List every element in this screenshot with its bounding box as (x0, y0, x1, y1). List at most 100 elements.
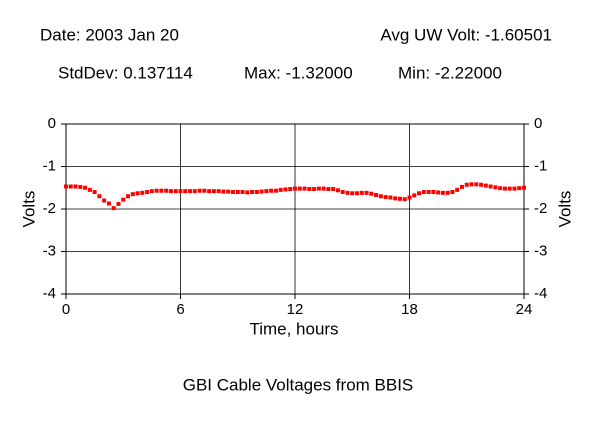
point (335, 188, 340, 193)
point (278, 187, 283, 192)
x-tick-label: 18 (401, 301, 418, 318)
point (288, 187, 293, 192)
point (421, 190, 426, 194)
point (87, 187, 92, 192)
point (259, 189, 264, 194)
point (388, 195, 393, 200)
point (83, 185, 88, 190)
point (68, 184, 73, 189)
point (493, 185, 498, 190)
point (92, 190, 97, 194)
point (183, 189, 188, 194)
y-tick-label: -4 (43, 285, 56, 302)
header-date: Date: 2003 Jan 20 (40, 25, 179, 44)
point (254, 190, 259, 194)
point (378, 194, 383, 199)
point (202, 188, 207, 193)
point (97, 194, 102, 199)
point (293, 186, 297, 191)
point (283, 187, 288, 192)
point (64, 184, 68, 189)
x-tick-label: 24 (516, 301, 533, 318)
point (221, 189, 226, 194)
x-tick-label: 0 (62, 301, 70, 318)
point (302, 186, 307, 191)
point (459, 184, 464, 189)
point (374, 192, 379, 197)
point (431, 190, 436, 194)
header-stddev: StdDev: 0.137114 (58, 63, 193, 82)
point (522, 185, 526, 190)
point (207, 189, 212, 194)
point (479, 182, 484, 187)
y-tick-label-right: -2 (534, 200, 547, 217)
point (178, 189, 183, 194)
point (230, 190, 235, 194)
point (273, 188, 278, 193)
header-max: Max: -1.32000 (244, 63, 353, 82)
point (121, 197, 126, 202)
point (216, 189, 221, 194)
y-axis-label: Volts (19, 191, 38, 228)
point (168, 189, 173, 194)
point (359, 190, 364, 195)
point (402, 197, 407, 202)
y-tick-label-right: -4 (534, 285, 547, 302)
header-avg: Avg UW Volt: -1.60501 (380, 25, 552, 44)
point (340, 190, 345, 194)
x-axis-label: Time, hours (249, 319, 338, 338)
y-tick-label: -3 (43, 242, 56, 259)
point (407, 195, 412, 200)
chart-title: GBI Cable Voltages from BBIS (183, 375, 414, 394)
point (116, 201, 121, 206)
point (126, 194, 131, 199)
point (464, 182, 469, 187)
point (355, 191, 360, 196)
point (397, 196, 402, 201)
point (307, 187, 312, 192)
y-axis-label-right: Volts (555, 191, 574, 228)
y-tick-label: -1 (43, 157, 56, 174)
point (145, 190, 150, 194)
point (517, 186, 522, 191)
y-tick-label-right: -3 (534, 242, 547, 259)
point (445, 190, 450, 195)
header-min: Min: -2.22000 (398, 63, 502, 82)
point (164, 188, 169, 193)
point (326, 187, 331, 192)
point (393, 196, 398, 201)
point (149, 189, 154, 194)
x-tick-label: 6 (176, 301, 184, 318)
point (469, 182, 474, 187)
point (140, 190, 145, 195)
point (130, 192, 135, 197)
point (412, 193, 417, 198)
point (455, 187, 460, 192)
point (474, 182, 479, 187)
point (345, 190, 350, 195)
point (316, 186, 321, 191)
point (426, 190, 431, 194)
point (102, 198, 107, 203)
point (188, 189, 193, 194)
point (211, 189, 216, 194)
point (78, 184, 83, 189)
point (436, 190, 441, 195)
point (450, 190, 455, 194)
point (488, 184, 493, 189)
point (502, 186, 507, 191)
point (417, 191, 422, 196)
point (312, 187, 317, 192)
point (106, 201, 111, 206)
point (483, 183, 488, 188)
point (321, 186, 326, 191)
point (245, 190, 250, 195)
y-tick-label-right: 0 (534, 115, 542, 132)
point (264, 189, 269, 194)
y-tick-label: 0 (48, 115, 56, 132)
point (331, 187, 336, 192)
point (240, 190, 245, 194)
point (440, 190, 445, 195)
y-tick-label: -2 (43, 200, 56, 217)
